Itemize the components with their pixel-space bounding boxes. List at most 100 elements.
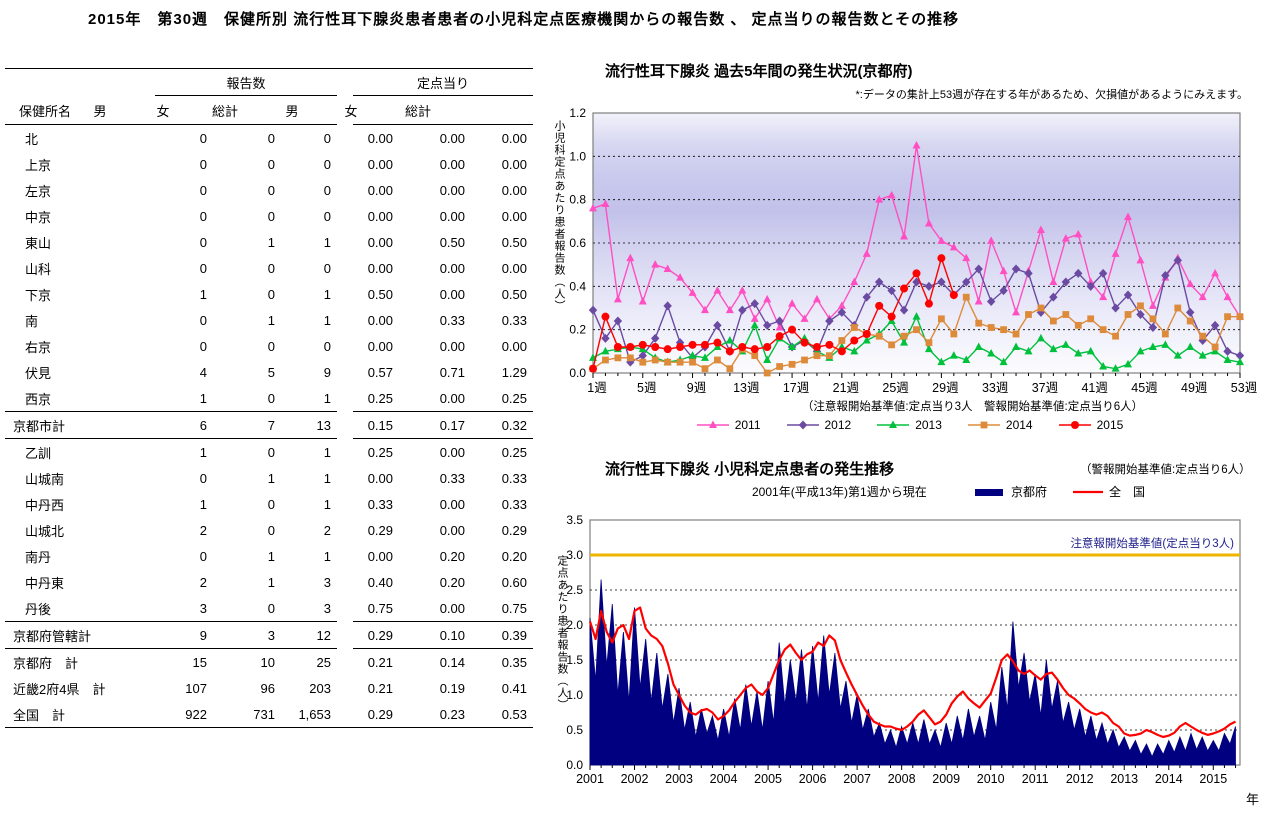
table-cell: 0 <box>267 338 275 354</box>
table-row: 京都府管轄計 9 3 12 0.29 0.10 0.39 <box>5 622 533 648</box>
table-cell: 0.00 <box>501 338 527 354</box>
table-cell: 2 <box>199 574 207 590</box>
row-name: 中丹東 <box>25 575 65 591</box>
svg-text:45週: 45週 <box>1131 381 1158 395</box>
row-name: 南 <box>25 313 39 329</box>
svg-text:2005: 2005 <box>754 772 782 786</box>
column-header: 男 <box>285 103 299 119</box>
svg-text:2004: 2004 <box>710 772 738 786</box>
svg-text:2011: 2011 <box>1022 772 1049 786</box>
table-row: 山城北 2 0 2 0.29 0.00 0.29 <box>5 517 533 543</box>
table-cell: 0.33 <box>501 470 527 486</box>
table-cell: 0.20 <box>439 574 465 590</box>
table-cell: 0.00 <box>439 390 465 406</box>
bottom-chart-x-unit-label: 年 <box>1246 792 1260 807</box>
table-cell: 1 <box>199 390 207 406</box>
table-cell: 5 <box>267 364 275 380</box>
table-cell: 0.75 <box>501 600 527 616</box>
svg-text:2001: 2001 <box>576 772 604 786</box>
bottom-chart-legend: 京都府 全 国 <box>975 483 1145 500</box>
svg-text:25週: 25週 <box>882 381 909 395</box>
table-cell: 12 <box>316 627 331 643</box>
svg-text:1.5: 1.5 <box>566 653 583 667</box>
svg-text:1.0: 1.0 <box>569 149 586 163</box>
svg-text:2010: 2010 <box>977 772 1005 786</box>
table-cell: 9 <box>323 364 331 380</box>
table-cell: 0.33 <box>439 312 465 328</box>
row-name: 左京 <box>25 183 52 199</box>
table-cell: 1 <box>323 496 331 512</box>
row-name: 右京 <box>25 339 52 355</box>
table-cell: 25 <box>316 654 331 670</box>
svg-text:9週: 9週 <box>687 381 707 395</box>
table-row: 山科 0 0 0 0.00 0.00 0.00 <box>5 255 533 281</box>
svg-text:3.5: 3.5 <box>566 513 583 527</box>
table-cell: 0.00 <box>439 522 465 538</box>
svg-text:37週: 37週 <box>1032 381 1059 395</box>
table-cell: 0 <box>267 130 275 146</box>
table-cell: 1 <box>267 574 275 590</box>
table-row: 下京 1 0 1 0.50 0.00 0.50 <box>5 281 533 307</box>
table-cell: 1 <box>323 548 331 564</box>
table-cell: 0.23 <box>439 706 465 722</box>
table-cell: 0 <box>267 496 275 512</box>
table-cell: 0 <box>323 260 331 276</box>
group-header-reports: 報告数 <box>226 75 266 91</box>
table-cell: 0 <box>323 208 331 224</box>
table-cell: 0.00 <box>367 338 393 354</box>
row-name: 上京 <box>25 157 52 173</box>
table-cell: 0.39 <box>501 627 527 643</box>
table-cell: 1 <box>199 496 207 512</box>
table-cell: 0.00 <box>501 208 527 224</box>
table-cell: 0.00 <box>367 260 393 276</box>
row-name: 南丹 <box>25 549 52 565</box>
svg-text:2002: 2002 <box>621 772 649 786</box>
table-cell: 0.53 <box>501 706 527 722</box>
svg-text:1週: 1週 <box>587 381 607 395</box>
table-row: 東山 0 1 1 0.00 0.50 0.50 <box>5 229 533 255</box>
health-center-table: 報告数 定点当り 保健所名 男 女 総計 男 女 総計北 0 0 0 0.00 0.00 0.00 上京 0 0 0… <box>5 68 533 728</box>
column-header: 総計 <box>212 103 239 119</box>
table-cell: 0 <box>199 312 207 328</box>
table-cell: 203 <box>309 680 331 696</box>
table-row: 乙訓 1 0 1 0.25 0.00 0.25 <box>5 439 533 465</box>
table-cell: 2 <box>199 522 207 538</box>
table-cell: 0.20 <box>439 548 465 564</box>
table-cell: 0.00 <box>367 208 393 224</box>
table-cell: 0.00 <box>439 260 465 276</box>
legend-label: 2011 <box>734 418 761 432</box>
table-cell: 0.71 <box>439 364 465 380</box>
table-cell: 0 <box>267 600 275 616</box>
table-cell: 0.00 <box>439 156 465 172</box>
table-cell: 3 <box>323 574 331 590</box>
svg-text:2006: 2006 <box>799 772 827 786</box>
table-cell: 1 <box>323 470 331 486</box>
table-rule <box>5 68 533 69</box>
table-cell: 0.57 <box>367 364 393 380</box>
row-name: 中京 <box>25 209 52 225</box>
table-cell: 0.17 <box>439 417 465 433</box>
page-title: 2015年 第30週 保健所別 流行性耳下腺炎患者患者の小児科定点医療機関からの… <box>88 11 960 28</box>
svg-text:33週: 33週 <box>982 381 1009 395</box>
table-row: 山城南 0 1 1 0.00 0.33 0.33 <box>5 465 533 491</box>
table-cell: 2 <box>323 522 331 538</box>
table-cell: 3 <box>199 600 207 616</box>
legend-item-2013: 2013 <box>877 418 942 432</box>
table-cell: 0 <box>199 156 207 172</box>
svg-text:0.4: 0.4 <box>569 279 586 293</box>
table-cell: 7 <box>267 417 275 433</box>
table-rule <box>5 95 533 96</box>
table-cell: 0.25 <box>501 390 527 406</box>
top-chart-title: 流行性耳下腺炎 過去5年間の発生状況(京都府) <box>605 63 913 80</box>
svg-text:2.0: 2.0 <box>566 618 583 632</box>
table-cell: 0 <box>267 182 275 198</box>
table-cell: 0.32 <box>501 417 527 433</box>
table-row: 中丹東 2 1 3 0.40 0.20 0.60 <box>5 569 533 595</box>
svg-text:2013: 2013 <box>1110 772 1138 786</box>
top-chart-note: *:データの集計上53週が存在する年があるため、欠損値があるようにみえます。 <box>855 89 1248 101</box>
table-cell: 0.00 <box>501 182 527 198</box>
table-row: 上京 0 0 0 0.00 0.00 0.00 <box>5 151 533 177</box>
svg-text:17週: 17週 <box>783 381 810 395</box>
table-cell: 0 <box>267 522 275 538</box>
